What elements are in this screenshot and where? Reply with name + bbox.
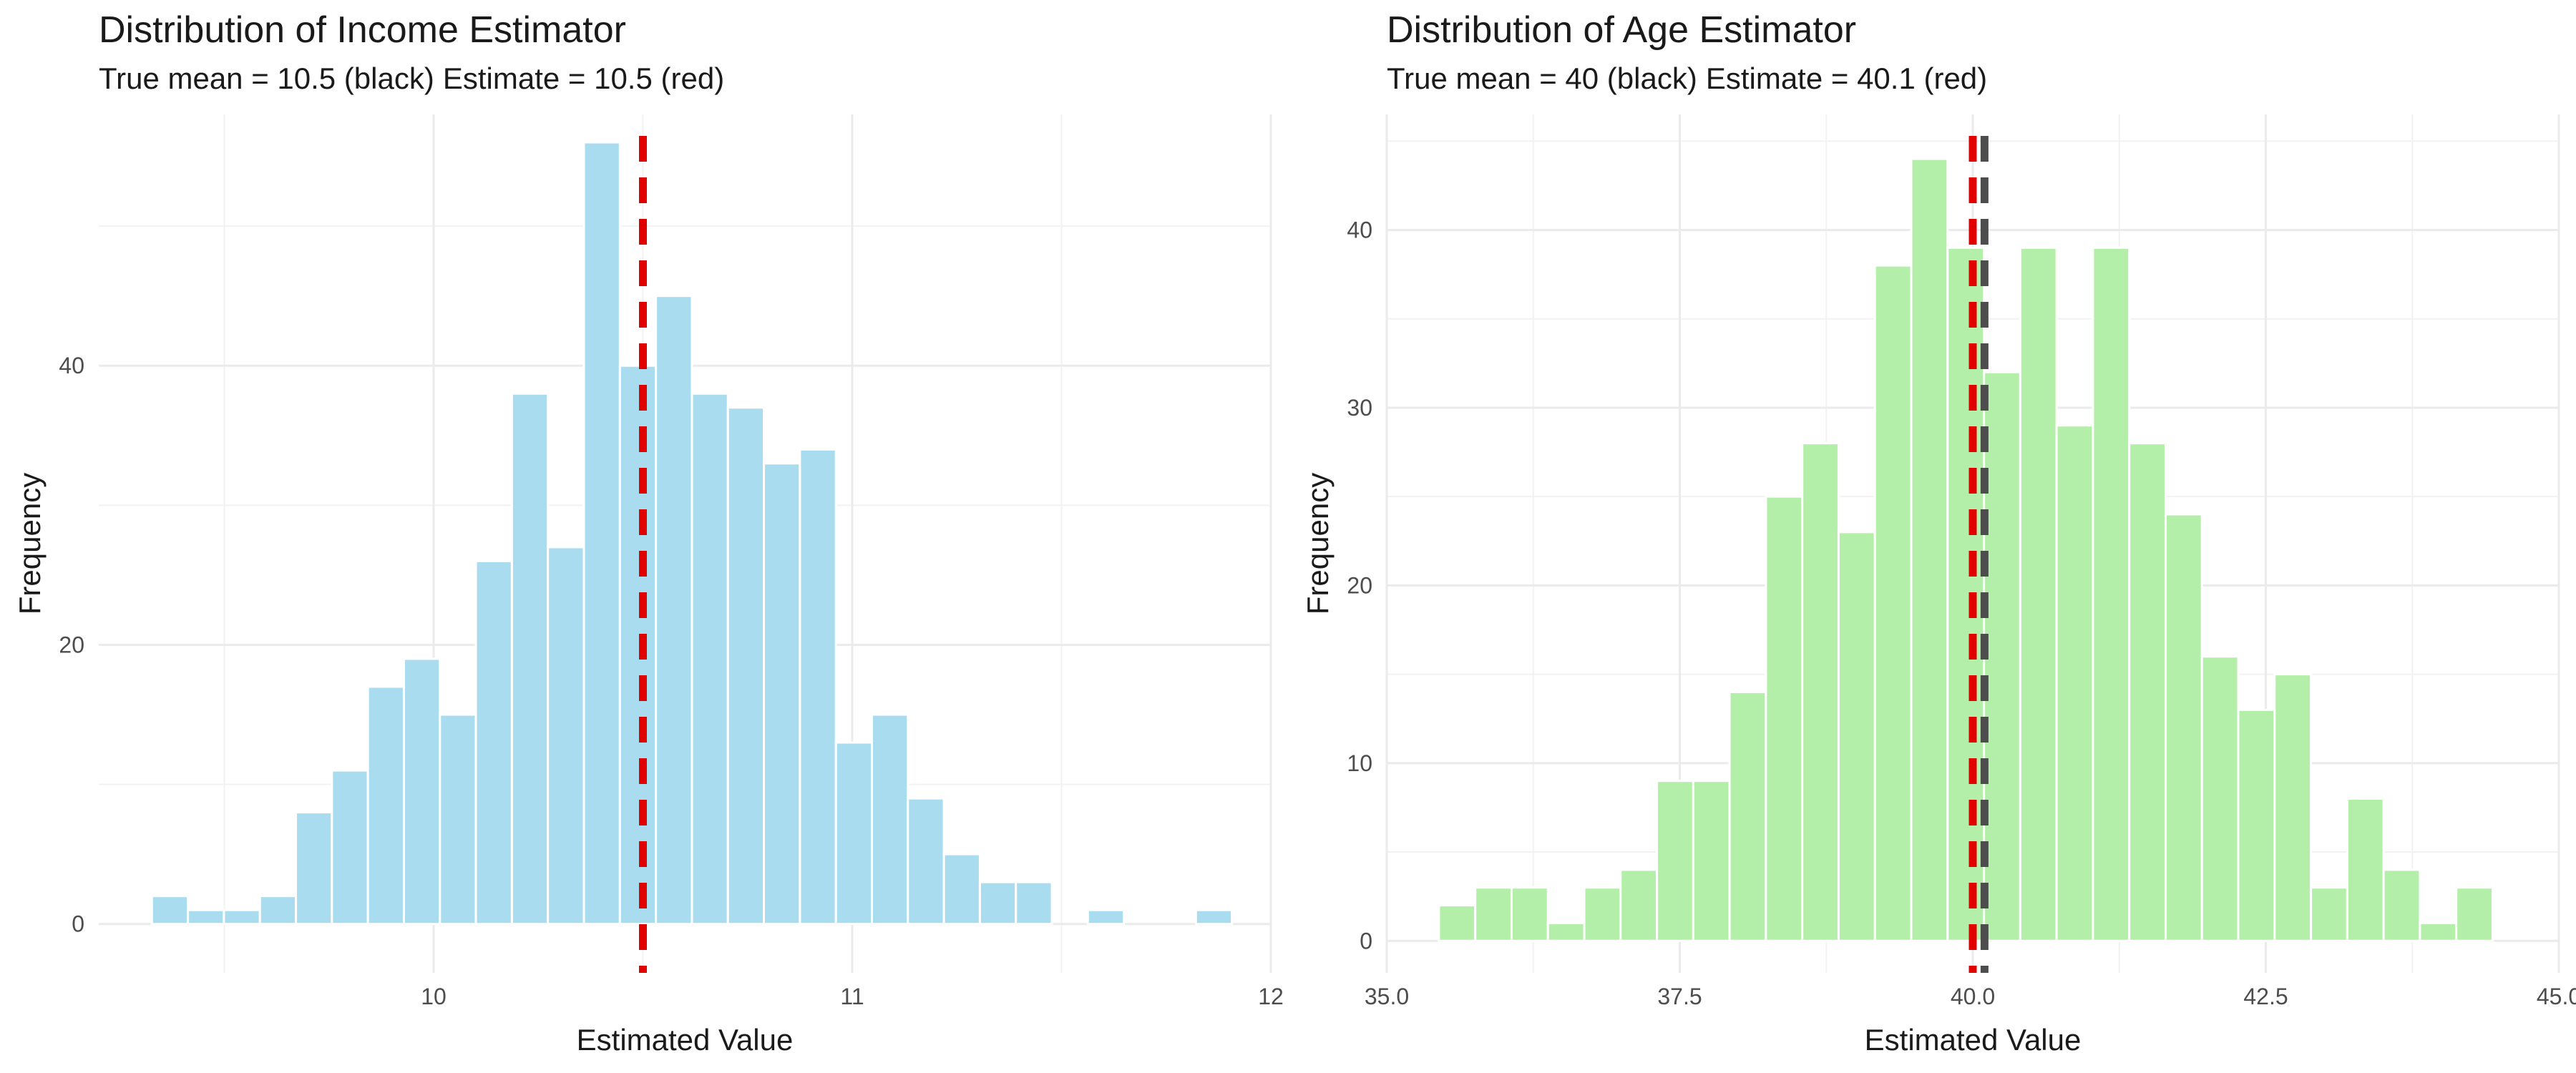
income-histogram-bar bbox=[295, 811, 333, 926]
income-histogram-bar bbox=[834, 741, 873, 926]
income-histogram-bar bbox=[547, 546, 585, 926]
income-histogram-bar bbox=[726, 406, 766, 926]
income-histogram-bar bbox=[366, 685, 405, 926]
age-histogram: 0 10 20 30 40 35.0 37.5 40.0 42.5 45.0 Estimated V… bbox=[1301, 114, 2576, 1057]
income-histogram-bar bbox=[691, 392, 729, 926]
income-histogram-bar bbox=[942, 853, 981, 926]
age-histogram-bar bbox=[1983, 371, 2021, 942]
income-histogram-bar bbox=[1194, 908, 1234, 926]
age-histogram-bar bbox=[1656, 780, 1694, 942]
income-histogram-bar bbox=[870, 713, 909, 926]
age-histogram-bar bbox=[1910, 157, 1949, 942]
income-histogram-bar bbox=[1086, 908, 1126, 926]
income-y-tick-label: 20 bbox=[59, 632, 84, 657]
income-histogram-bar bbox=[402, 657, 441, 926]
age-y-tick-label: 30 bbox=[1347, 395, 1372, 421]
age-y-tick-label: 10 bbox=[1347, 750, 1372, 776]
age-x-axis-title: Estimated Value bbox=[1865, 1023, 2082, 1057]
age-histogram-bar bbox=[1619, 868, 1659, 942]
age-histogram-bar bbox=[1765, 495, 1804, 942]
age-x-tick-label: 37.5 bbox=[1657, 984, 1702, 1009]
age-histogram-bar bbox=[2382, 868, 2421, 942]
age-panel: Distribution of Age Estimator True mean … bbox=[1288, 0, 2576, 1073]
age-x-tick-label: 42.5 bbox=[2243, 984, 2288, 1009]
income-histogram: 0 20 40 10 11 12 Estimated Value Frequency bbox=[13, 114, 1284, 1057]
age-histogram-bar bbox=[2310, 886, 2348, 942]
age-subtitle-estimate: Estimate = 40.1 (red) bbox=[1705, 62, 1988, 95]
age-histogram-bar bbox=[1728, 690, 1767, 942]
age-histogram-bar bbox=[2164, 513, 2203, 942]
income-x-tick-label: 12 bbox=[1258, 984, 1284, 1009]
income-x-tick-label: 11 bbox=[840, 984, 864, 1009]
income-histogram-bar bbox=[618, 364, 658, 926]
income-panel: Distribution of Income Estimator True me… bbox=[13, 9, 1284, 1057]
age-x-tick-label: 35.0 bbox=[1365, 984, 1409, 1009]
age-histogram-bar bbox=[2092, 246, 2131, 942]
income-subtitle: True mean = 10.5 (black) Estimate = 10.5 … bbox=[99, 62, 733, 96]
age-histogram-bar bbox=[2346, 798, 2385, 942]
age-histogram-bar bbox=[1546, 921, 1586, 942]
age-histogram-bar bbox=[1837, 531, 1876, 942]
income-histogram-bar bbox=[331, 769, 369, 926]
age-histogram-bar bbox=[2128, 442, 2167, 942]
age-histogram-bar bbox=[1474, 886, 1513, 942]
income-histogram-bar bbox=[582, 141, 621, 926]
age-histogram-bar bbox=[1946, 246, 1986, 942]
age-histogram-bar bbox=[2273, 673, 2313, 942]
income-histogram-bar bbox=[1015, 881, 1053, 926]
income-histogram-bar bbox=[510, 392, 550, 926]
age-histogram-bar bbox=[1583, 886, 1622, 942]
age-histogram-bar bbox=[1510, 886, 1549, 942]
age-subtitle-true-mean: True mean = 40 (black) bbox=[1387, 62, 1697, 95]
income-y-tick-label: 0 bbox=[72, 911, 84, 937]
age-histogram-bar bbox=[1438, 904, 1477, 942]
age-histogram-bar bbox=[2019, 246, 2058, 942]
income-title: Distribution of Income Estimator bbox=[99, 9, 626, 51]
income-histogram-bar bbox=[439, 713, 477, 926]
income-subtitle-true-mean: True mean = 10.5 (black) bbox=[99, 62, 434, 95]
income-histogram-bar bbox=[907, 797, 945, 926]
income-histogram-bar bbox=[223, 908, 261, 926]
age-x-tick-label: 40.0 bbox=[1951, 984, 1995, 1009]
income-histogram-bar bbox=[978, 881, 1018, 926]
income-y-tick-label: 40 bbox=[59, 353, 84, 378]
income-histogram-bar bbox=[655, 295, 693, 926]
age-histogram-bar bbox=[1873, 264, 1913, 942]
income-histogram-bar bbox=[258, 895, 298, 926]
income-x-axis-title: Estimated Value bbox=[577, 1023, 794, 1057]
age-subtitle: True mean = 40 (black) Estimate = 40.1 (r… bbox=[1387, 62, 1996, 96]
age-x-tick-label: 45.0 bbox=[2537, 984, 2576, 1009]
income-histogram-bar bbox=[187, 908, 225, 926]
income-x-tick-label: 10 bbox=[421, 984, 447, 1009]
age-y-tick-label: 40 bbox=[1347, 217, 1372, 242]
income-histogram-bar bbox=[763, 462, 801, 926]
age-histogram-bar bbox=[1692, 780, 1731, 942]
income-subtitle-estimate: Estimate = 10.5 (red) bbox=[442, 62, 725, 95]
age-histogram-bar bbox=[2455, 886, 2494, 942]
age-histogram-bar bbox=[2419, 921, 2458, 942]
income-histogram-bar bbox=[799, 448, 837, 926]
income-histogram-bar bbox=[474, 559, 513, 926]
age-y-axis-title: Frequency bbox=[1301, 473, 1335, 614]
age-histogram-bar bbox=[2055, 424, 2094, 942]
income-histogram-bar bbox=[150, 895, 190, 926]
age-y-tick-label: 0 bbox=[1360, 928, 1372, 954]
age-histogram-bar bbox=[2237, 708, 2276, 942]
age-y-tick-label: 20 bbox=[1347, 572, 1372, 598]
age-title: Distribution of Age Estimator bbox=[1387, 9, 1857, 51]
age-histogram-bar bbox=[2200, 655, 2240, 942]
age-histogram-bar bbox=[1801, 442, 1840, 942]
income-y-axis-title: Frequency bbox=[13, 473, 47, 614]
